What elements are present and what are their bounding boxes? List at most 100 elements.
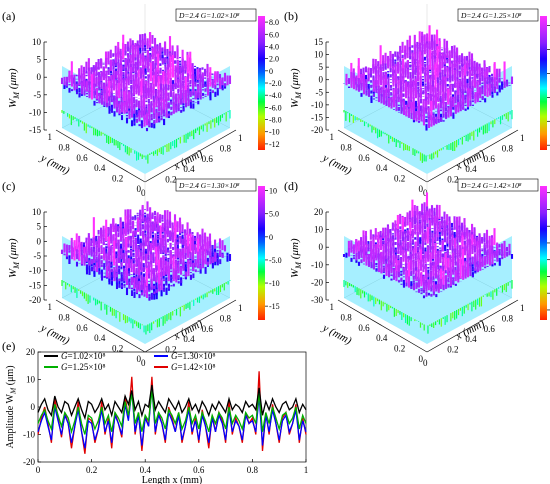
y-tick-label: 0.6	[358, 153, 370, 163]
x-tick-label: 0.4	[183, 334, 195, 344]
z-tick-label: -10	[311, 100, 323, 110]
y-tick-label: 0.8	[59, 142, 71, 152]
colorbar-tick-label: 0	[269, 67, 273, 76]
y-tick-label: 0.2	[112, 344, 123, 354]
y-tick-label: 1	[330, 132, 335, 142]
z-axis-label: WM (μm)	[289, 68, 303, 108]
x-tick-label: 1	[520, 133, 525, 143]
z-tick-label: -5	[316, 87, 324, 97]
z-tick-label: 0	[319, 75, 324, 85]
z-tick-label: -15	[29, 280, 41, 290]
z-tick-label: 20	[314, 207, 324, 217]
x-axis	[426, 129, 519, 183]
z-tick-label: 5	[37, 55, 42, 65]
x-tick-label: 1	[238, 303, 243, 313]
colorbar-tick-label: -2.0	[269, 79, 282, 88]
colorbar-tick-label: 8.0	[269, 18, 279, 27]
surface-mesh	[342, 192, 514, 334]
y-tick-label: 0.4	[94, 333, 106, 343]
colorbar-tick-label: -4.0	[269, 91, 282, 100]
y-tick-label: 1	[48, 132, 53, 142]
z-tick-label: -5	[34, 90, 42, 100]
colorbar-tick-label: -15	[269, 302, 280, 311]
y-tick-label: 0.2	[394, 174, 405, 184]
y-tick-label: 0.8	[341, 142, 353, 152]
y-tick-label: 0.4	[94, 163, 106, 173]
y-axis	[337, 129, 428, 183]
x-tick-label: 1	[238, 133, 243, 143]
y-tick-label: 0	[137, 354, 142, 364]
z-tick-label: -20	[311, 125, 323, 135]
y-axis-label: y (mm)	[320, 152, 354, 178]
origin-label: 0	[141, 188, 146, 198]
z-axis-label: WM (μm)	[289, 238, 303, 278]
colorbar-tick-label: -12	[269, 140, 280, 149]
y-tick-label: 0	[137, 184, 142, 194]
z-tick-label: 15	[314, 37, 324, 47]
y-axis-label: y (mm)	[38, 322, 72, 348]
x-tick-label: 0.8	[220, 143, 232, 153]
z-tick-label: 5	[319, 62, 324, 72]
colorbar-tick-label: 4.0	[269, 42, 279, 51]
colorbar-tick-label: 0	[269, 233, 273, 242]
colorbar-tick-label: 2.0	[269, 55, 279, 64]
colorbar	[258, 16, 265, 150]
z-tick-label: 10	[32, 207, 42, 217]
z-tick-label: -15	[29, 125, 41, 135]
z-tick-label: -15	[311, 112, 323, 122]
surface-mesh	[60, 32, 232, 164]
x-tick-label: 0.4	[183, 164, 195, 174]
panel-label: (c)	[2, 179, 15, 193]
colorbar-tick-label: 6.0	[269, 30, 279, 39]
x-tick-label: 0.2	[165, 345, 176, 355]
colorbar-tick-label: -6.0	[269, 103, 282, 112]
z-tick-label: -10	[29, 107, 41, 117]
z-tick-label: 0	[37, 72, 42, 82]
colorbar-tick-label: -10	[269, 279, 280, 288]
panel-label: (d)	[284, 179, 298, 193]
z-tick-label: -20	[311, 277, 323, 287]
surface-side-left	[344, 236, 427, 344]
colorbar-tick-label: 10	[269, 187, 277, 196]
x-tick-label: 0.6	[202, 324, 214, 334]
z-tick-label: 0	[319, 242, 324, 252]
x-tick-label: 0.4	[465, 164, 477, 174]
colorbar-tick-label: 5.0	[269, 210, 279, 219]
x-tick-label: 0.8	[220, 313, 232, 323]
annotation-text: D=2.4 G=1.02×10⁸	[178, 11, 240, 20]
colorbar-tick-label: -10	[269, 128, 280, 137]
z-tick-label: 10	[32, 37, 42, 47]
z-tick-label: 10	[314, 225, 324, 235]
y-axis	[55, 129, 146, 183]
surface-mesh	[342, 25, 514, 163]
annotation-box: D=2.4 G=1.02×10⁸	[175, 8, 257, 22]
z-tick-label: -20	[29, 295, 41, 305]
x-tick-label: 0.2	[165, 175, 176, 185]
z-tick-label: 5	[37, 222, 42, 232]
y-tick-label: 0.2	[112, 174, 123, 184]
y-tick-label: 0.8	[59, 312, 71, 322]
surface-mesh	[60, 201, 232, 335]
colorbar	[540, 16, 547, 150]
z-axis-label: WM (μm)	[7, 238, 21, 278]
x-axis	[144, 299, 237, 353]
y-tick-label: 1	[48, 302, 53, 312]
x-tick-label: 0.6	[484, 154, 496, 164]
annotation-text: D=2.4 G=1.25×10⁸	[460, 11, 522, 20]
panel-label: (b)	[284, 9, 298, 23]
colorbar-tick-label: -5.0	[269, 256, 282, 265]
y-axis	[55, 299, 146, 353]
x-tick-label: 0.6	[202, 154, 214, 164]
x-tick-label: 0.2	[447, 175, 458, 185]
z-tick-label: -30	[311, 295, 323, 305]
y-tick-label: 0.6	[76, 153, 88, 163]
z-tick-label: -5	[34, 251, 42, 261]
annotation-text: D=2.4 G=1.30×10⁸	[178, 181, 240, 190]
y-axis-label: y (mm)	[38, 152, 72, 178]
x-axis	[144, 129, 237, 183]
